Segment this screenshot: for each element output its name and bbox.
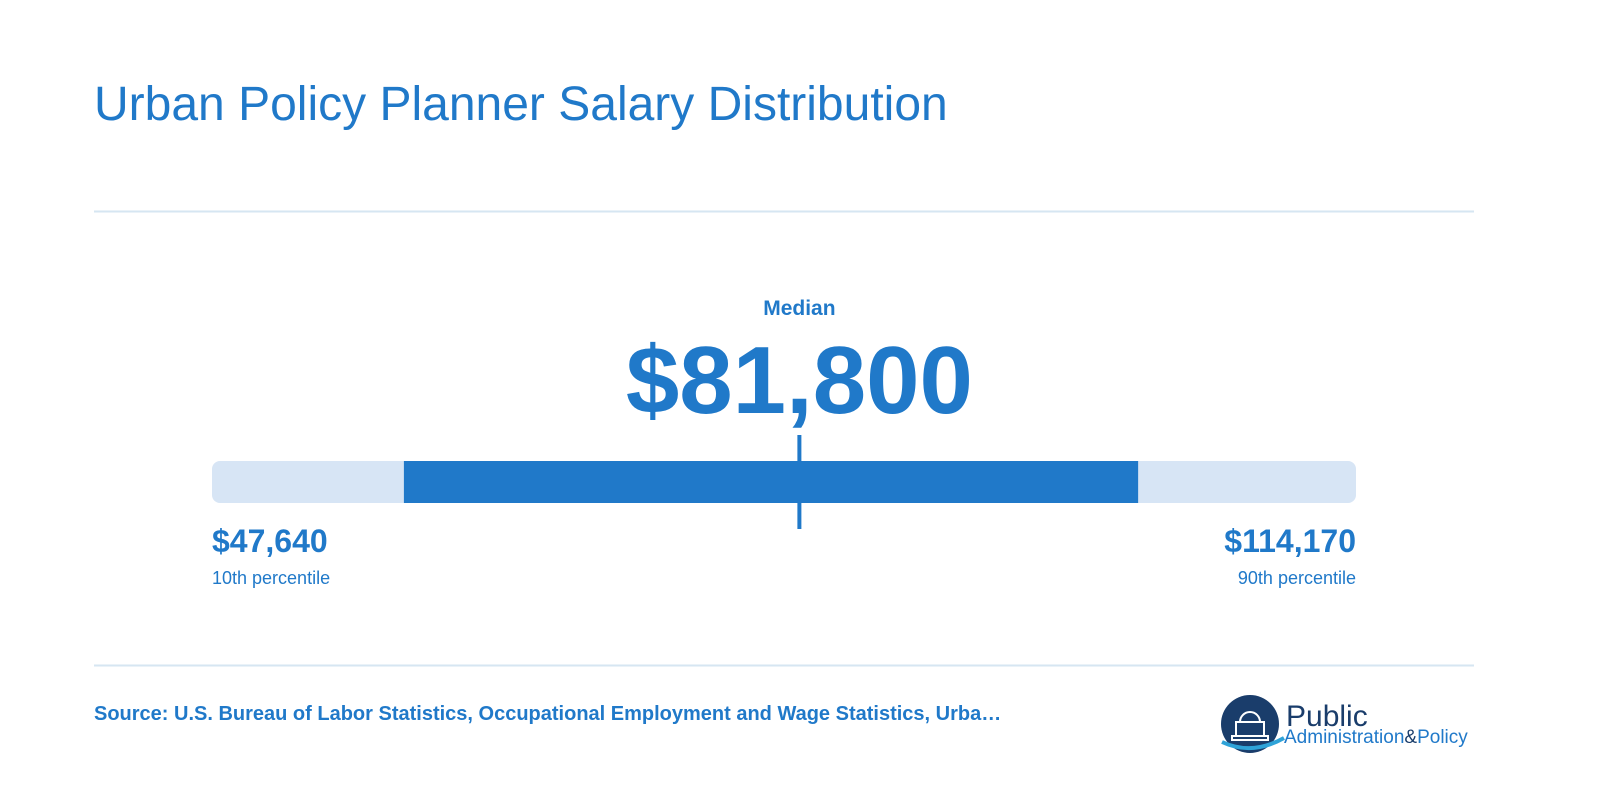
title: Urban Policy Planner Salary Distribution xyxy=(94,78,948,131)
logo-text: Public xyxy=(1286,700,1368,733)
median-value: $81,800 xyxy=(626,327,973,434)
high-caption: 90th percentile xyxy=(1238,568,1356,588)
median-label: Median xyxy=(763,297,835,320)
logo-text: Administration xyxy=(1284,727,1404,748)
logo-text: & xyxy=(1404,727,1417,748)
band-bar xyxy=(403,461,1139,503)
logo-icon xyxy=(1221,695,1279,753)
logo: Public Administration&Policy xyxy=(1221,695,1468,753)
logo-text: Policy xyxy=(1417,727,1468,748)
low-caption: 10th percentile xyxy=(212,568,330,588)
logo-dome xyxy=(1231,711,1269,741)
low-value: $47,640 xyxy=(212,523,328,559)
high-value: $114,170 xyxy=(1224,523,1356,559)
source: Source: U.S. Bureau of Labor Statistics,… xyxy=(94,703,1001,725)
logo-text: Administration&Policy xyxy=(1284,727,1468,748)
logo-wave xyxy=(1221,736,1285,751)
